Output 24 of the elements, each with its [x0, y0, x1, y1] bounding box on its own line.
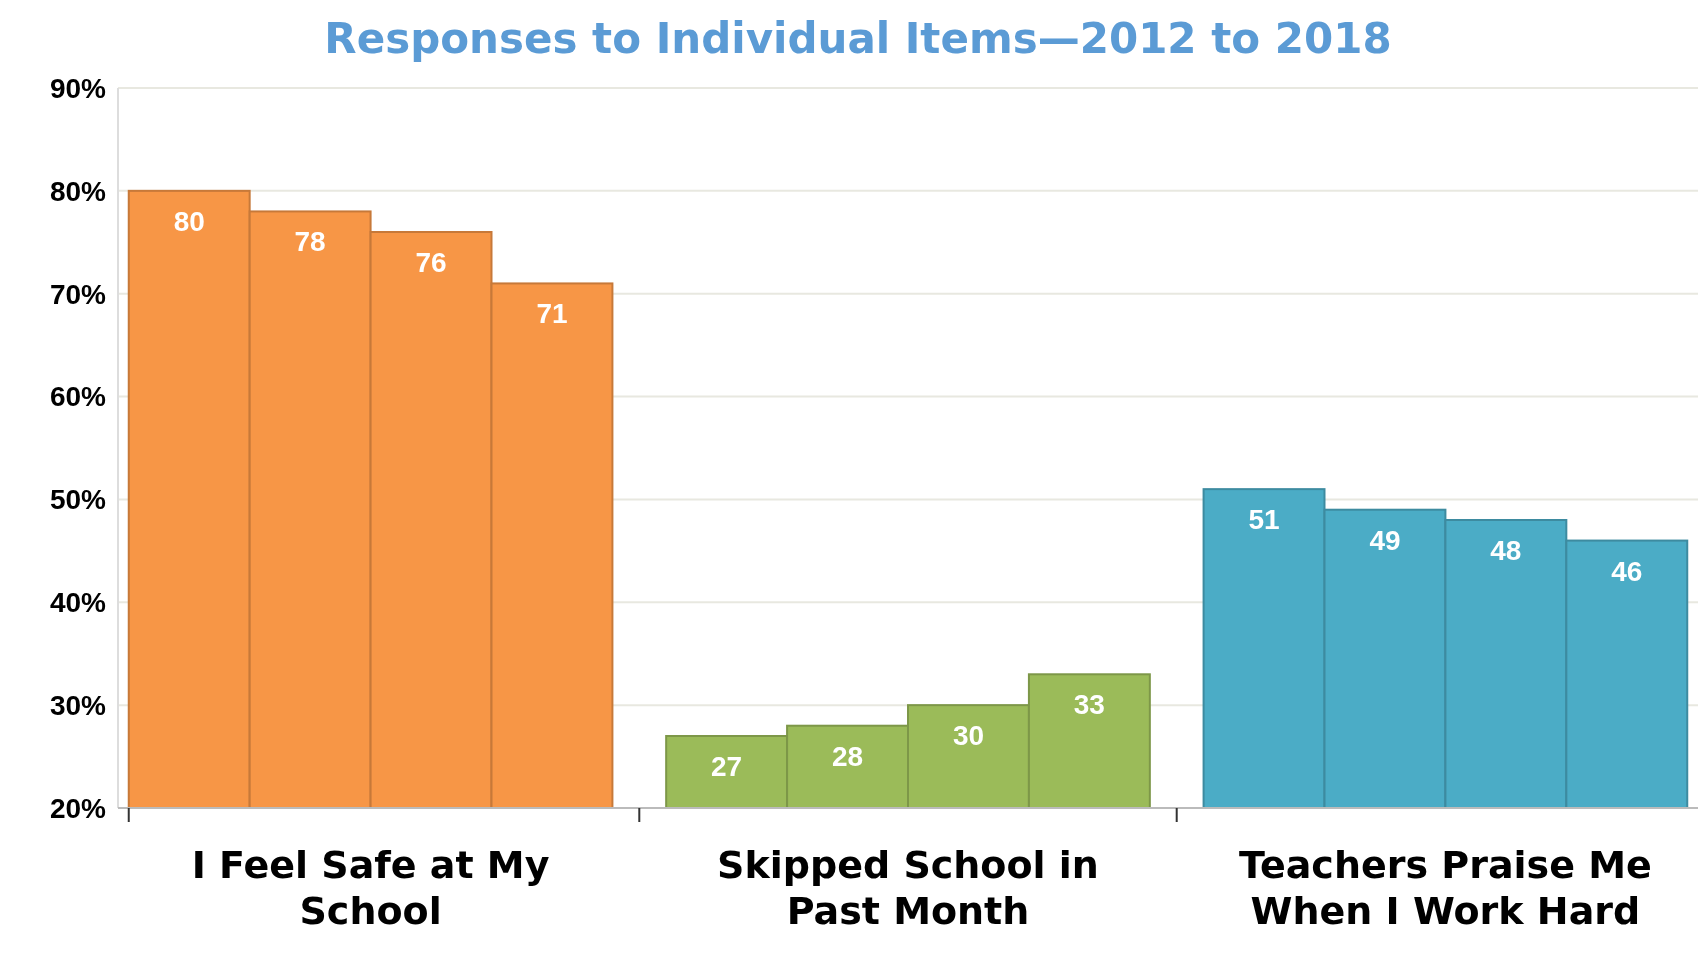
y-tick-label: 40% — [49, 587, 107, 619]
y-tick-label: 30% — [49, 689, 107, 721]
data-label: 48 — [1490, 535, 1522, 566]
data-label: 78 — [294, 226, 326, 258]
data-label: 76 — [415, 247, 447, 278]
x-tick-label: Teachers Praise Me When I Work Hard — [1239, 843, 1652, 933]
data-label: 28 — [831, 740, 864, 772]
data-label: 49 — [1369, 524, 1401, 556]
x-tick-label: Skipped School in Past Month — [717, 843, 1099, 933]
data-label: 71 — [536, 298, 568, 330]
x-tick-label: I Feel Safe at My School — [191, 843, 550, 933]
data-label: 80 — [173, 205, 205, 237]
y-tick-label: 90% — [49, 72, 107, 104]
y-tick-label: 80% — [49, 175, 107, 207]
y-tick-label: 50% — [49, 484, 107, 516]
data-label: 30 — [952, 720, 985, 752]
data-label: 33 — [1073, 689, 1105, 721]
y-tick-label: 70% — [49, 278, 107, 310]
data-label: 27 — [711, 751, 743, 782]
data-label: 46 — [1611, 555, 1643, 587]
y-tick-label: 20% — [49, 792, 107, 824]
chart-title: Responses to Individual Items—2012 to 2018 — [324, 14, 1392, 63]
y-tick-label: 60% — [49, 381, 107, 413]
data-label: 51 — [1248, 504, 1280, 536]
